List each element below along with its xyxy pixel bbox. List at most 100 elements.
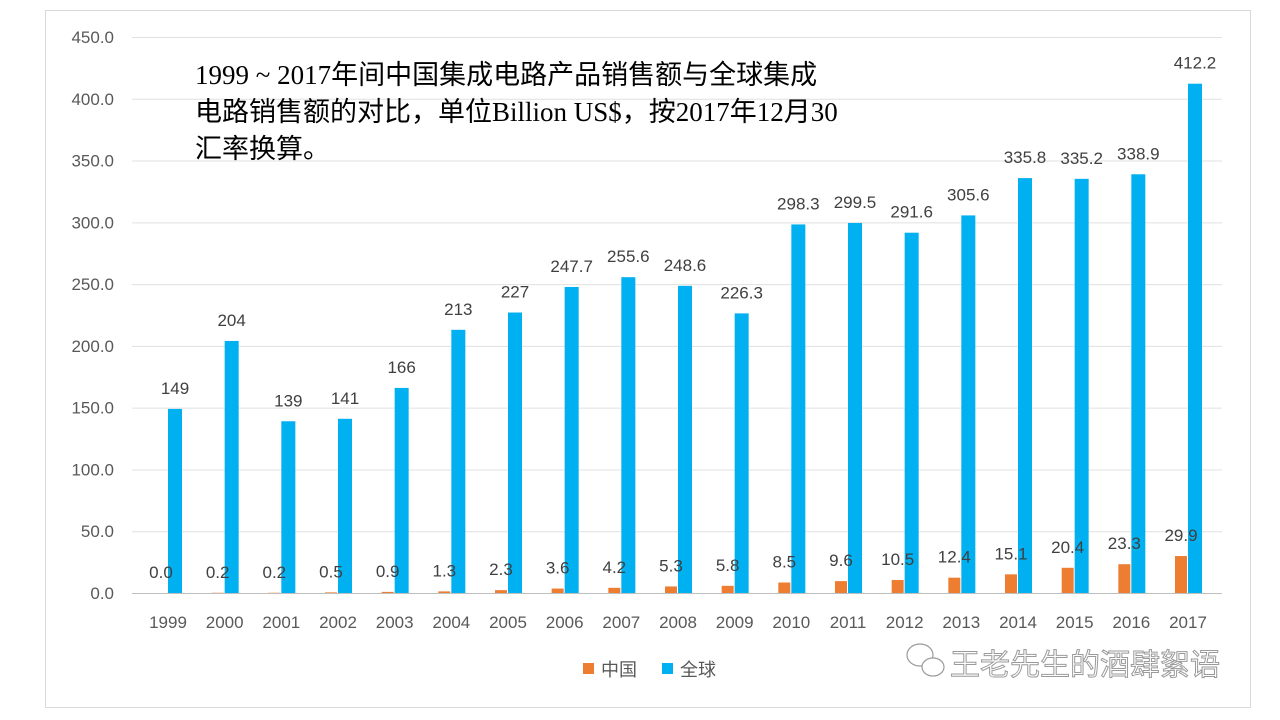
data-label-china: 15.1 (994, 544, 1027, 563)
data-label-china: 5.8 (716, 556, 740, 575)
bar-global (338, 418, 352, 593)
bar-global (904, 232, 919, 593)
x-tick-label: 2011 (830, 613, 867, 632)
bar-global (168, 408, 182, 593)
title-line-1: 1999 ~ 2017年间中国集成电路产品销售额与全球集成 (195, 60, 817, 90)
x-tick-label: 2014 (999, 613, 1037, 632)
watermark-text: 王老先生的酒肆絮语 (950, 648, 1220, 683)
x-tick-label: 2001 (262, 613, 300, 632)
data-label-china: 0.2 (206, 563, 230, 582)
bar-china (721, 585, 734, 593)
bar-global (1074, 178, 1089, 593)
data-label-global: 412.2 (1174, 54, 1217, 73)
legend: 中国 全球 (583, 660, 716, 681)
wechat-icon (906, 643, 945, 677)
y-tick-label: 0.0 (90, 584, 114, 603)
bar-global (564, 286, 579, 593)
data-label-global: 213 (444, 300, 472, 319)
bar-global (224, 340, 239, 593)
legend-swatch-china (583, 663, 594, 674)
y-tick-label: 150.0 (71, 399, 114, 418)
bar-global (791, 224, 806, 593)
data-label-china: 1.3 (433, 561, 457, 580)
y-tick-label: 350.0 (71, 152, 114, 171)
bar-global (848, 222, 862, 593)
data-label-china: 12.4 (938, 548, 971, 567)
x-tick-label: 2009 (716, 613, 754, 632)
bar-china (325, 592, 337, 593)
data-label-china: 4.2 (603, 558, 627, 577)
x-tick-label: 2017 (1169, 613, 1207, 632)
bar-china (381, 591, 394, 593)
bar-global (961, 215, 976, 593)
bar-global (508, 312, 522, 593)
y-tick-label: 400.0 (71, 90, 114, 109)
bar-global (734, 313, 749, 593)
data-label-global: 335.2 (1060, 149, 1103, 168)
x-tick-label: 2010 (772, 613, 810, 632)
data-label-china: 29.9 (1164, 526, 1197, 545)
bar-china (948, 577, 961, 593)
bar-china (608, 587, 621, 593)
data-label-global: 291.6 (890, 203, 933, 222)
x-tick-label: 2016 (1112, 613, 1150, 632)
data-label-global: 335.8 (1004, 148, 1047, 167)
data-label-china: 8.5 (773, 552, 797, 571)
bar-global (1131, 174, 1146, 594)
x-tick-label: 2013 (942, 613, 980, 632)
y-tick-label: 200.0 (71, 337, 114, 356)
data-label-china: 20.4 (1051, 538, 1084, 557)
x-tick-label: 2012 (886, 613, 924, 632)
data-label-global: 299.5 (834, 193, 877, 212)
bar-global (451, 329, 466, 593)
bar-china (495, 590, 507, 593)
data-label-china: 23.3 (1108, 534, 1141, 553)
legend-label-china: 中国 (601, 660, 637, 681)
x-tick-label: 2008 (659, 613, 697, 632)
data-label-china: 0.5 (319, 562, 343, 581)
bar-global (621, 277, 636, 593)
bar-global (1018, 178, 1032, 593)
x-tick-label: 1999 (149, 613, 187, 632)
bar-china (665, 586, 677, 593)
title-line-2: 电路销售额的对比，单位Billion US$，按2017年12月30 (195, 97, 838, 127)
data-label-china: 5.3 (659, 556, 683, 575)
data-label-china: 0.0 (149, 563, 173, 582)
data-label-global: 141 (331, 389, 359, 408)
data-label-global: 298.3 (777, 194, 820, 213)
bar-global (394, 387, 409, 593)
data-label-global: 255.6 (607, 247, 650, 266)
bar-china (835, 581, 847, 593)
bar-china (1005, 574, 1017, 593)
data-label-china: 9.6 (829, 551, 853, 570)
bar-china (891, 580, 904, 593)
watermark: 王老先生的酒肆絮语 (906, 643, 1221, 684)
x-tick-label: 2006 (546, 613, 584, 632)
data-label-global: 227 (501, 283, 529, 302)
data-label-global: 248.6 (664, 256, 707, 275)
y-tick-label: 50.0 (81, 522, 114, 541)
data-label-global: 247.7 (550, 257, 593, 276)
data-label-china: 0.9 (376, 562, 400, 581)
bar-china (438, 591, 451, 593)
x-tick-label: 2015 (1056, 613, 1094, 632)
bar-china (1118, 564, 1131, 593)
y-tick-label: 250.0 (71, 275, 114, 294)
title-line-3: 汇率换算。 (195, 134, 330, 164)
data-label-china: 3.6 (546, 559, 570, 578)
x-tick-label: 2005 (489, 613, 527, 632)
bar-china (551, 588, 564, 593)
bar-china (778, 582, 791, 593)
x-tick-label: 2003 (376, 613, 414, 632)
chart-title: 1999 ~ 2017年间中国集成电路产品销售额与全球集成 电路销售额的对比，单… (195, 60, 838, 164)
data-label-global: 139 (274, 391, 302, 410)
legend-swatch-global (662, 663, 673, 674)
x-tick-label: 2004 (432, 613, 470, 632)
x-tick-label: 2000 (206, 613, 244, 632)
y-tick-label: 450.0 (71, 28, 114, 47)
x-tick-label: 2007 (602, 613, 640, 632)
legend-label-global: 全球 (680, 660, 716, 681)
bar-global (1188, 83, 1202, 593)
bar-global (281, 421, 296, 593)
